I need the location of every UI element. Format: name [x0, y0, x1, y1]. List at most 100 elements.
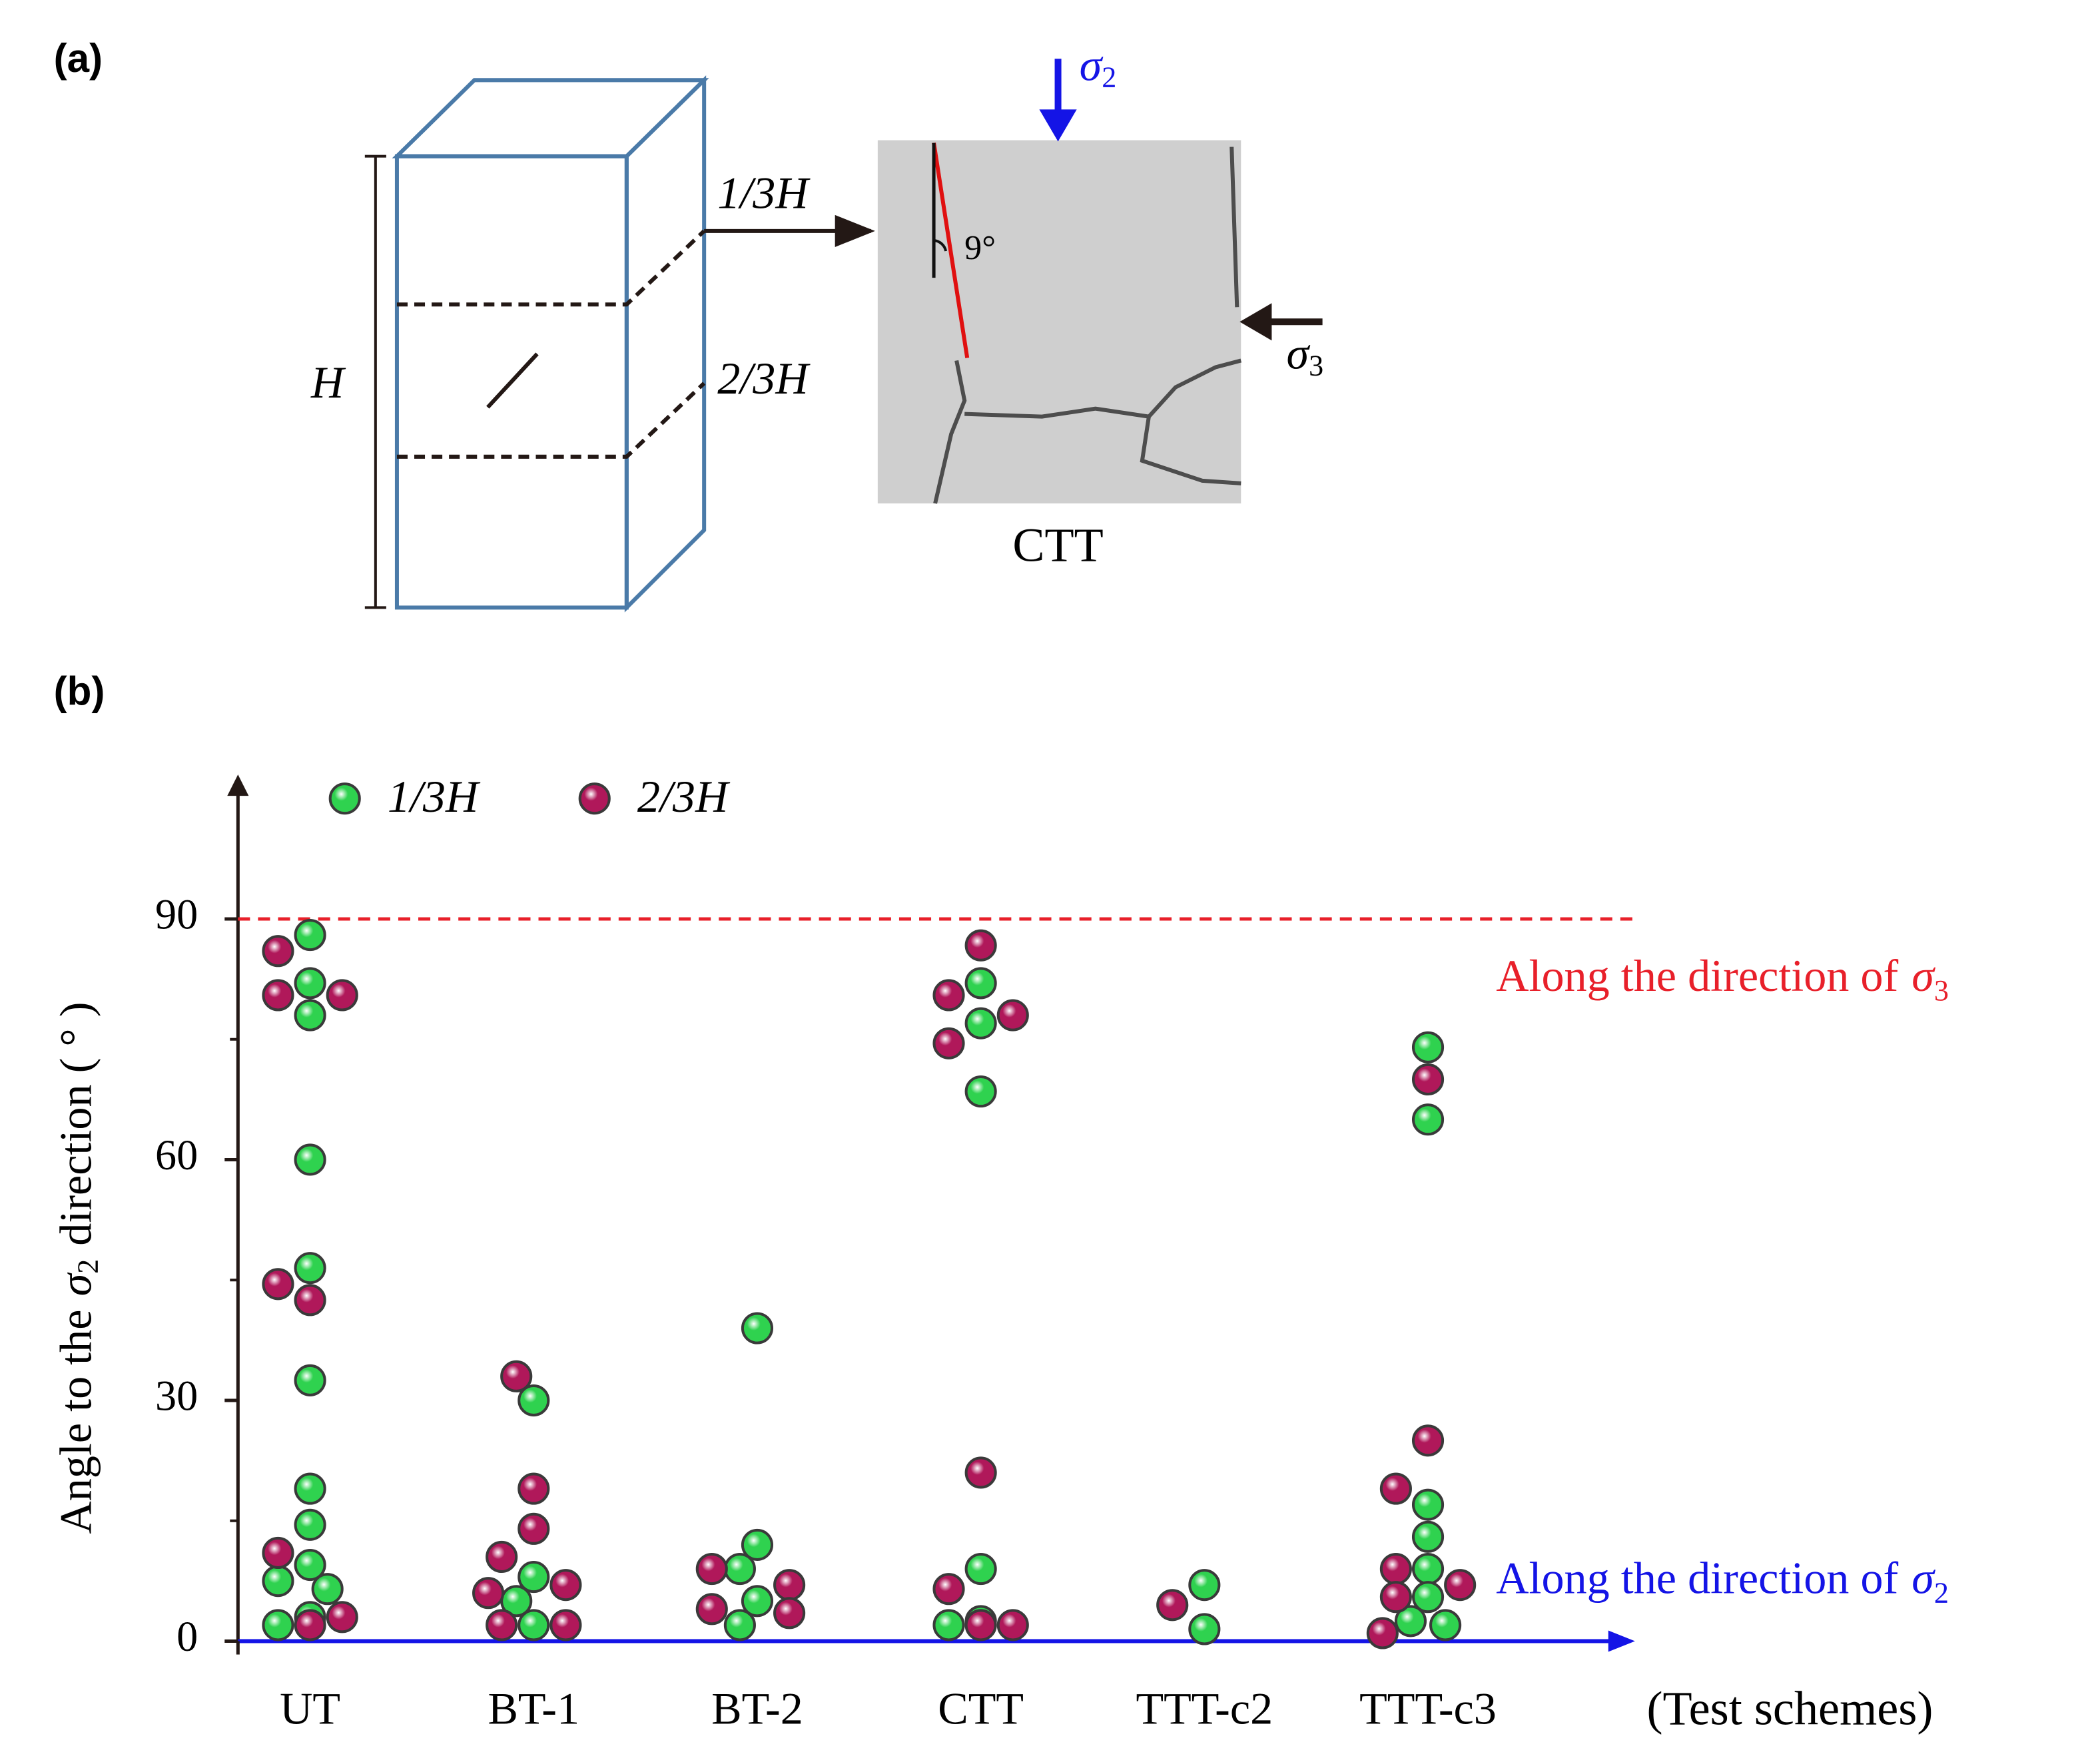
image-caption: CTT [1012, 519, 1103, 572]
data-point [294, 1548, 326, 1582]
data-point [996, 1609, 1029, 1641]
data-point [964, 967, 997, 1000]
x-tick-label: UT [280, 1683, 340, 1733]
specimen-photo [877, 140, 1242, 504]
x-axis-arrow [1608, 1630, 1635, 1652]
data-point [262, 1609, 294, 1641]
data-point [741, 1312, 774, 1344]
data-point [964, 1007, 997, 1039]
data-point [518, 1384, 550, 1417]
data-point [294, 1252, 326, 1285]
annotation-text: Along the direction of [1496, 950, 1898, 1001]
sigma3-label: σ3 [1286, 328, 1323, 382]
x-tick-label: TTT-c3 [1359, 1683, 1497, 1733]
data-point [932, 979, 965, 1012]
data-point [1188, 1569, 1221, 1602]
data-point [964, 929, 997, 962]
symbol: σ [50, 1272, 101, 1296]
data-point [1411, 1581, 1445, 1614]
data-point [1411, 1552, 1445, 1586]
data-point [294, 967, 326, 1000]
data-point [1411, 1424, 1445, 1457]
x-axis-label: (Test schemes) [1647, 1681, 1933, 1735]
legend-label: 2/3H [637, 771, 731, 822]
crack-mark [486, 352, 539, 409]
legend-label: 1/3H [388, 771, 481, 822]
data-point [311, 1573, 344, 1606]
symbol: σ [1911, 1552, 1935, 1603]
data-point [518, 1472, 550, 1505]
data-point [964, 1552, 997, 1586]
height-label: H [310, 357, 346, 408]
data-point [294, 919, 326, 952]
data-point [932, 1573, 965, 1606]
legend-marker [578, 782, 611, 815]
data-point [486, 1609, 518, 1641]
data-point [741, 1528, 774, 1561]
data-point [723, 1609, 756, 1641]
data-point [1379, 1472, 1412, 1505]
data-point [472, 1577, 505, 1610]
data-point [262, 979, 294, 1012]
x-tick-label: BT-2 [711, 1683, 803, 1733]
data-point [294, 1508, 326, 1541]
annotation: Along the direction of σ2 [1496, 1552, 1949, 1610]
panel-label: (a) [54, 36, 103, 81]
label-text: direction ( ° ) [50, 1002, 101, 1246]
data-point [1444, 1569, 1477, 1602]
data-point [262, 1268, 294, 1301]
data-point [741, 1585, 774, 1617]
data-point [773, 1569, 806, 1602]
legend-marker [328, 782, 361, 815]
data-point [1411, 1488, 1445, 1521]
y-axis-arrow [227, 774, 249, 796]
x-tick-label: TTT-c2 [1136, 1683, 1273, 1733]
data-point [773, 1597, 806, 1629]
data-point [964, 1075, 997, 1108]
annotation: Along the direction of σ3 [1496, 950, 1949, 1008]
data-point [518, 1561, 550, 1594]
data-point [294, 999, 326, 1031]
subscript: 3 [1309, 350, 1323, 382]
y-tick-label: 0 [176, 1613, 198, 1660]
height-bracket [364, 154, 386, 609]
data-point [326, 1601, 358, 1633]
data-point [262, 935, 294, 968]
subscript: 3 [1934, 974, 1949, 1007]
data-point [964, 1456, 997, 1489]
data-point [964, 1609, 997, 1641]
data-point [500, 1360, 533, 1392]
y-axis-label: Angle to the σ2 direction ( ° ) [50, 1002, 105, 1534]
data-point [723, 1552, 756, 1586]
data-point [1411, 1031, 1445, 1063]
data-point [1394, 1605, 1427, 1637]
data-point [326, 979, 358, 1012]
panel-label: (b) [54, 669, 105, 714]
data-point [1379, 1581, 1412, 1614]
symbol: σ [1080, 39, 1104, 90]
data-point [1411, 1520, 1445, 1553]
angle-label: 9° [964, 229, 996, 267]
sigma2-label: σ2 [1080, 39, 1117, 94]
data-point [262, 1565, 294, 1598]
subscript: 2 [1102, 61, 1116, 93]
data-point [695, 1593, 728, 1625]
data-point [1411, 1103, 1445, 1136]
y-tick-label: 30 [155, 1372, 198, 1420]
data-point [518, 1512, 550, 1545]
data-point [695, 1552, 728, 1586]
data-point [294, 1143, 326, 1176]
section-label: 2/3H [717, 353, 811, 404]
section-label: 1/3H [717, 167, 811, 218]
data-point [262, 1536, 294, 1570]
symbol: σ [1286, 328, 1310, 378]
x-tick-label: CTT [938, 1683, 1024, 1733]
data-point [1379, 1552, 1412, 1586]
y-tick-label: 90 [155, 891, 198, 938]
subscript: 2 [72, 1259, 105, 1274]
specimen-box [392, 75, 709, 613]
data-point [1411, 1063, 1445, 1096]
subscript: 2 [1934, 1576, 1949, 1609]
sigma2-arrowhead [1039, 109, 1077, 142]
